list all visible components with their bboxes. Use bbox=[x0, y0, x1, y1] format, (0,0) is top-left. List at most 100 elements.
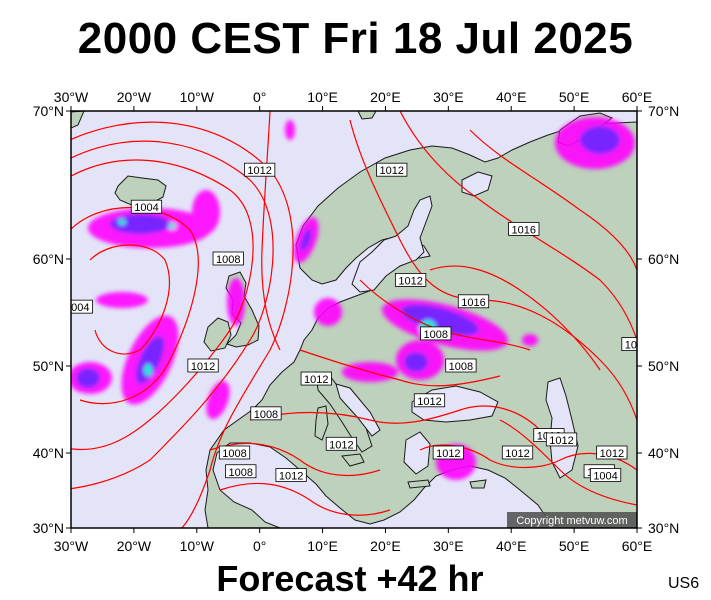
lon-labels-top: 30°W 20°W 10°W 0° 10°E 20°E 30°E 40°E 50°E 60°E bbox=[54, 89, 652, 105]
lat-label-left: 50°N bbox=[33, 358, 64, 374]
sea-adriatic bbox=[335, 383, 381, 437]
isobar-label: 1012 bbox=[191, 361, 215, 373]
isobar-label-box bbox=[596, 445, 628, 460]
lon-label-bottom: 10°W bbox=[180, 538, 215, 554]
land-ireland bbox=[203, 317, 232, 352]
isobar-label-box bbox=[501, 445, 534, 460]
isobar-label: 1012 bbox=[436, 448, 460, 460]
lon-label-bottom: 30°E bbox=[433, 538, 464, 554]
isobar-label: 1016 bbox=[512, 224, 536, 236]
isobar-label-box bbox=[589, 468, 622, 482]
isobar-label: 1012 bbox=[379, 165, 403, 177]
map-frame bbox=[70, 110, 638, 529]
lat-label-right: 70°N bbox=[648, 103, 679, 119]
lat-labels-right: 70°N 60°N 50°N 40°N 30°N bbox=[648, 103, 679, 536]
lon-labels-bottom: 30°W 20°W 10°W 0° 10°E 20°E 30°E 40°E 50°E 60°E bbox=[54, 538, 652, 554]
lon-label-top: 30°W bbox=[54, 89, 89, 105]
forecast-label: Forecast +42 hr bbox=[216, 558, 484, 599]
copyright-text: Copyright metvuw.com bbox=[516, 515, 627, 527]
isobar-label: 1012 bbox=[329, 439, 353, 451]
copyright-box bbox=[507, 512, 637, 528]
lat-label-left: 60°N bbox=[33, 251, 64, 267]
lat-label-right: 60°N bbox=[648, 251, 679, 267]
land-sicily bbox=[341, 453, 365, 467]
graticule-ticks bbox=[66, 106, 642, 533]
isobar-label: 1012 bbox=[304, 374, 328, 386]
isobar-label-box bbox=[187, 358, 219, 373]
isobar-label-box bbox=[445, 358, 477, 373]
isobar-label: 1016 bbox=[461, 297, 485, 309]
lat-label-left: 30°N bbox=[33, 520, 64, 536]
land-svalbard bbox=[357, 111, 377, 120]
lon-label-bottom: 40°E bbox=[496, 538, 527, 554]
sea-aegean bbox=[403, 431, 431, 475]
isobar-label-box bbox=[300, 371, 332, 386]
isobar-label: 1012 bbox=[417, 396, 441, 408]
isobars bbox=[71, 111, 637, 528]
isobar-label-box bbox=[225, 464, 257, 479]
isobar-label-box bbox=[394, 272, 427, 287]
isobar-label: 1012 bbox=[247, 165, 271, 177]
lat-label-right: 30°N bbox=[648, 520, 679, 536]
lon-label-top: 10°W bbox=[180, 89, 215, 105]
land-cyprus bbox=[469, 479, 487, 489]
lon-label-bottom: 30°W bbox=[54, 538, 89, 554]
map-title: 2000 CEST Fri 18 Jul 2025 bbox=[77, 14, 634, 63]
isobar-label: 1012 bbox=[505, 448, 529, 460]
lon-label-top: 20°E bbox=[370, 89, 401, 105]
isobar-label-box bbox=[432, 445, 464, 460]
isobar-label-box bbox=[376, 162, 408, 177]
lat-label-left: 40°N bbox=[33, 445, 64, 461]
lon-label-top: 50°E bbox=[559, 89, 590, 105]
lon-label-bottom: 60°E bbox=[622, 538, 653, 554]
land-sardinia bbox=[314, 405, 329, 441]
isobar-label-box bbox=[420, 326, 452, 341]
lon-label-top: 20°W bbox=[117, 89, 152, 105]
isobar-label-box bbox=[545, 432, 578, 447]
isobar-label: 1012 bbox=[600, 448, 624, 460]
land-crete bbox=[407, 479, 431, 489]
lon-label-top: 60°E bbox=[622, 89, 653, 105]
lon-label-bottom: 10°E bbox=[307, 538, 338, 554]
sea-caspian bbox=[545, 377, 579, 479]
isobar-label-box bbox=[325, 436, 358, 451]
isobar-label-box bbox=[508, 221, 540, 236]
isobar-label-box bbox=[457, 294, 490, 309]
sea-white bbox=[461, 171, 493, 197]
lat-label-right: 50°N bbox=[648, 358, 679, 374]
isobar-label-box bbox=[413, 393, 446, 408]
isobar-label: 1012 bbox=[398, 275, 422, 287]
lat-label-left: 70°N bbox=[33, 103, 64, 119]
isobar-label: 1008 bbox=[216, 254, 240, 266]
isobar-label-box bbox=[130, 199, 163, 214]
lon-label-bottom: 50°E bbox=[559, 538, 590, 554]
land-iceland bbox=[114, 175, 167, 207]
lon-label-top: 0° bbox=[253, 89, 266, 105]
isobar-label: 1012 bbox=[279, 471, 303, 483]
isobar-label: 1012 bbox=[549, 435, 573, 447]
isobar-label-box bbox=[244, 162, 276, 177]
lat-labels-left: 70°N 60°N 50°N 40°N 30°N bbox=[33, 103, 64, 536]
sea-baltic bbox=[351, 195, 433, 293]
isobar-label: 1008 bbox=[424, 329, 448, 341]
lon-label-bottom: 20°W bbox=[117, 538, 152, 554]
lon-label-bottom: 0° bbox=[253, 538, 266, 554]
isobar-label: 1008 bbox=[625, 340, 649, 352]
lon-label-bottom: 20°E bbox=[370, 538, 401, 554]
isobar-label-box bbox=[250, 406, 282, 421]
lon-label-top: 30°E bbox=[433, 89, 464, 105]
isobar-label: 1008 bbox=[222, 448, 246, 460]
isobar-label: 1004 bbox=[134, 202, 158, 214]
isobar-label: 1004 bbox=[65, 302, 89, 314]
isobar-label: 1004 bbox=[593, 471, 617, 483]
isobar-label-box bbox=[71, 299, 93, 314]
isobar-label-box bbox=[212, 251, 244, 266]
lon-label-top: 10°E bbox=[307, 89, 338, 105]
isobar-label-box bbox=[218, 445, 251, 460]
isobar-labels: 1012 1004 1008 1004 1012 1012 1008 1008 1008 1012… bbox=[65, 162, 649, 483]
isobar-label-box bbox=[275, 468, 307, 482]
lat-label-right: 40°N bbox=[648, 445, 679, 461]
isobar-label: 1008 bbox=[229, 467, 253, 479]
isobar-label: 1008 bbox=[254, 409, 278, 421]
